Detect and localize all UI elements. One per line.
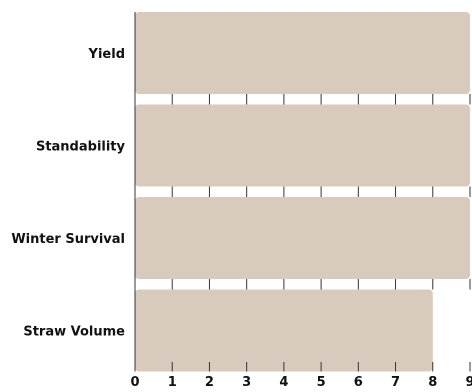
x-tick-label: 4 bbox=[279, 375, 288, 390]
bar-yield bbox=[135, 12, 470, 94]
x-tick-label: 0 bbox=[130, 375, 139, 390]
x-tick-label: 1 bbox=[168, 375, 177, 390]
x-tick-label: 7 bbox=[391, 375, 400, 390]
x-tick-label: 8 bbox=[428, 375, 437, 390]
category-label: Straw Volume bbox=[23, 325, 125, 340]
bars-layer bbox=[135, 12, 470, 372]
category-label: Yield bbox=[88, 47, 125, 62]
x-tick-label: 9 bbox=[465, 375, 472, 390]
x-tick-label: 3 bbox=[242, 375, 251, 390]
bar-straw-volume bbox=[135, 289, 433, 372]
category-label: Winter Survival bbox=[11, 232, 125, 247]
x-tick-label: 2 bbox=[205, 375, 214, 390]
bar-winter-survival bbox=[135, 197, 470, 279]
x-tick-label: 6 bbox=[354, 375, 363, 390]
x-tick-label: 5 bbox=[317, 375, 326, 390]
bar-standability bbox=[135, 104, 470, 187]
category-labels-layer: Yield Standability Winter Survival Straw Vo… bbox=[11, 47, 125, 340]
x-ticks-layer: 0 1 2 3 4 5 6 7 8 9 bbox=[130, 12, 472, 390]
category-label: Standability bbox=[36, 140, 126, 155]
